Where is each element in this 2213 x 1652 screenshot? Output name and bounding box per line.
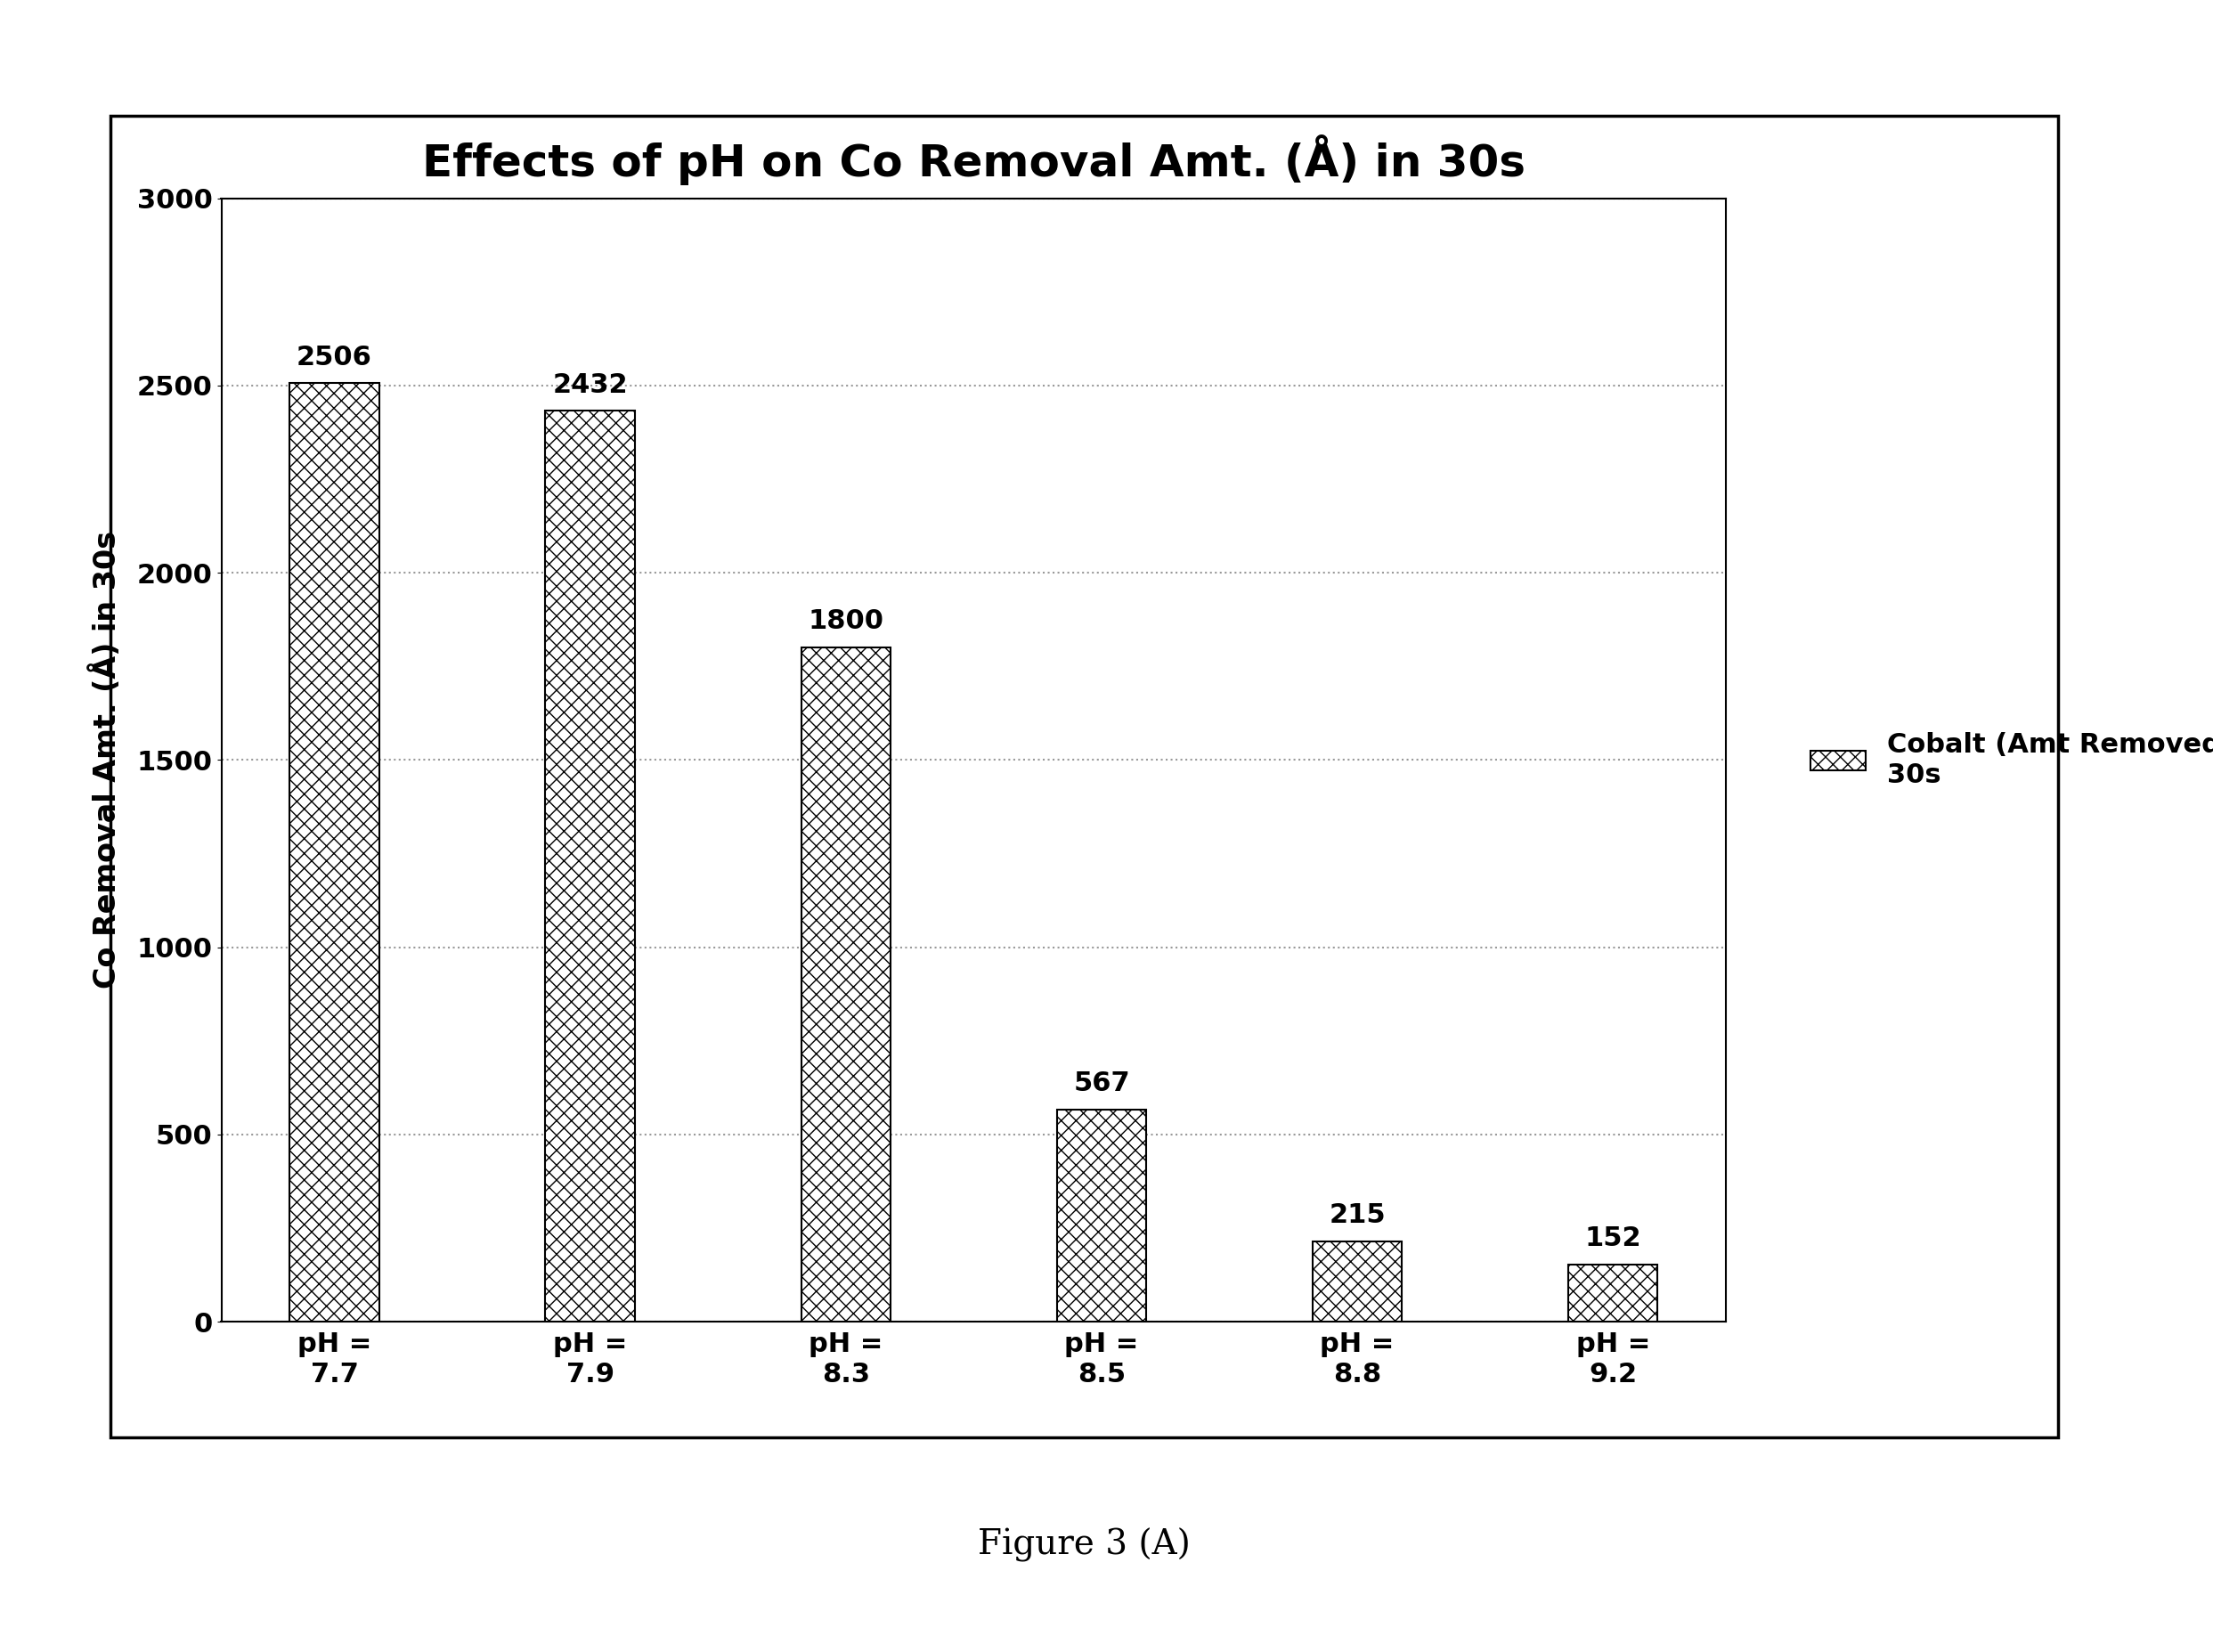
Text: 2432: 2432 <box>553 372 628 398</box>
Bar <box>544 411 635 1322</box>
Text: 215: 215 <box>1330 1203 1385 1227</box>
Y-axis label: Co Removal Amt. (Å) in 30s: Co Removal Amt. (Å) in 30s <box>91 530 122 990</box>
Bar <box>801 648 890 1322</box>
Text: 152: 152 <box>1585 1226 1642 1252</box>
Text: 567: 567 <box>1073 1070 1131 1097</box>
Bar <box>1569 1265 1658 1322</box>
Bar <box>1058 1108 1146 1322</box>
Text: 2506: 2506 <box>297 344 372 370</box>
Text: Figure 3 (A): Figure 3 (A) <box>978 1528 1191 1561</box>
Title: Effects of pH on Co Removal Amt. (Å) in 30s: Effects of pH on Co Removal Amt. (Å) in … <box>423 134 1525 185</box>
Bar <box>290 383 378 1322</box>
Bar <box>1312 1241 1403 1322</box>
Legend: Cobalt (Amt Removed)
30s: Cobalt (Amt Removed) 30s <box>1799 722 2213 798</box>
Text: 1800: 1800 <box>808 608 883 634</box>
